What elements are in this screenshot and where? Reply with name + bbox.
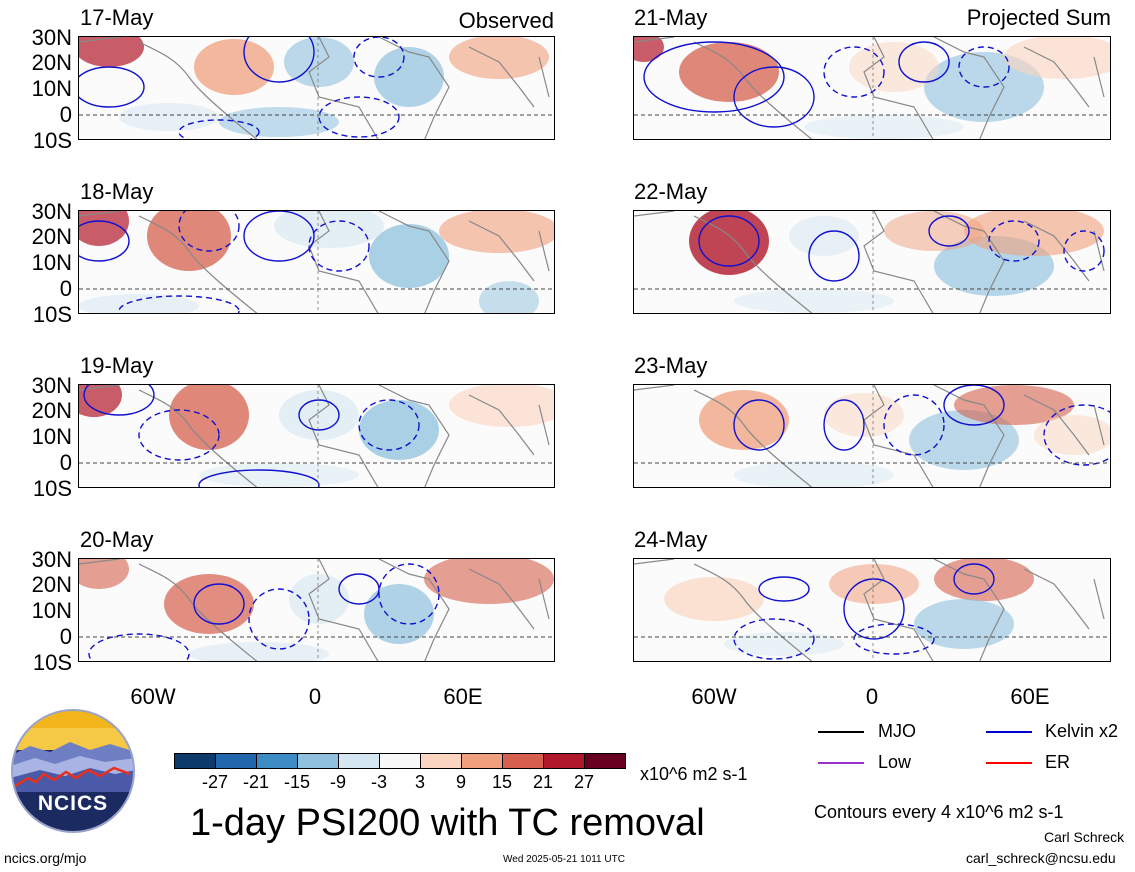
lon-label-60w: 60W xyxy=(130,684,176,709)
colorbar-swatch xyxy=(379,753,421,769)
psi200-map xyxy=(633,36,1111,140)
colorbar-label: 3 xyxy=(414,772,425,792)
lat-label: 0 xyxy=(59,102,72,127)
footer-author: Carl Schreck xyxy=(1044,829,1125,845)
lat-label: 10N xyxy=(31,76,72,101)
contours-note: Contours every 4 x10^6 m2 s-1 xyxy=(814,802,1064,822)
colorbar-label: 21 xyxy=(532,772,554,792)
lat-label: 10S xyxy=(32,476,72,501)
colorbar-swatch xyxy=(502,753,544,769)
main-title: 1-day PSI200 with TC removal xyxy=(190,802,705,844)
colorbar-swatch xyxy=(297,753,339,769)
legend-line-mjo xyxy=(818,731,864,733)
lat-label: 10S xyxy=(32,128,72,153)
legend-line-er xyxy=(986,762,1032,764)
lon-label-0: 0 xyxy=(308,684,322,709)
panel-date: 21-May xyxy=(634,5,708,30)
lat-label: 10N xyxy=(31,424,72,449)
colorbar-label: 9 xyxy=(455,772,466,792)
lon-label-60e: 60E xyxy=(443,684,483,709)
psi200-map xyxy=(78,558,555,662)
lon-label-0-right: 0 xyxy=(865,684,879,709)
colorbar-swatch xyxy=(543,753,585,769)
legend-label-mjo: MJO xyxy=(878,721,916,741)
colorbar-label: -9 xyxy=(329,772,346,792)
colorbar-label: -21 xyxy=(242,772,269,792)
panel-date: 19-May xyxy=(80,353,154,378)
legend-line-low xyxy=(818,762,864,764)
colorbar-swatch xyxy=(338,753,380,769)
legend-label-er: ER xyxy=(1045,752,1071,772)
legend-label-low: Low xyxy=(878,752,912,772)
lat-label: 30N xyxy=(31,547,72,572)
colorbar-label: 27 xyxy=(573,772,595,792)
colorbar-label: -3 xyxy=(370,772,387,792)
psi200-map xyxy=(78,36,555,140)
lat-label: 10N xyxy=(31,250,72,275)
colorbar-swatch xyxy=(215,753,257,769)
lat-label: 20N xyxy=(31,572,72,597)
psi200-map xyxy=(78,384,555,488)
lat-label: 30N xyxy=(31,373,72,398)
colorbar-label: 15 xyxy=(491,772,513,792)
panel-date: 17-May xyxy=(80,5,154,30)
colorbar-swatch xyxy=(256,753,298,769)
colorbar-swatch xyxy=(584,753,626,769)
psi200-map xyxy=(633,210,1111,314)
colorbar-label: -27 xyxy=(201,772,228,792)
psi200-map xyxy=(78,210,555,314)
footer-timestamp: Wed 2025-05-21 1011 UTC xyxy=(503,854,625,865)
panel-tag-observed: Observed xyxy=(458,8,554,33)
lat-label: 20N xyxy=(31,50,72,75)
lat-label: 30N xyxy=(31,199,72,224)
lat-label: 10S xyxy=(32,650,72,675)
lat-label: 0 xyxy=(59,276,72,301)
colorbar-units: x10^6 m2 s-1 xyxy=(640,764,748,784)
colorbar-label: -15 xyxy=(283,772,310,792)
panel-date: 20-May xyxy=(80,527,154,552)
panel-date: 18-May xyxy=(80,179,154,204)
logo-text: NCICS xyxy=(37,792,109,815)
lon-label-60e-right: 60E xyxy=(1010,684,1050,709)
panel-date: 24-May xyxy=(634,527,708,552)
lat-label: 30N xyxy=(31,25,72,50)
lat-label: 10N xyxy=(31,598,72,623)
legend-label-kelvin: Kelvin x2 xyxy=(1045,721,1119,741)
lat-label: 0 xyxy=(59,450,72,475)
colorbar-swatch xyxy=(174,753,216,769)
psi200-map xyxy=(633,558,1111,662)
panel-date: 22-May xyxy=(634,179,708,204)
legend-line-kelvin xyxy=(986,731,1032,733)
lon-label-60w-right: 60W xyxy=(691,684,737,709)
colorbar-swatch xyxy=(461,753,503,769)
lat-label: 20N xyxy=(31,398,72,423)
lat-label: 0 xyxy=(59,624,72,649)
lat-label: 10S xyxy=(32,302,72,327)
footer-email[interactable]: carl_schreck@ncsu.edu xyxy=(966,850,1116,866)
footer-url[interactable]: ncics.org/mjo xyxy=(4,850,87,866)
panel-date: 23-May xyxy=(634,353,708,378)
ncics-logo: NCICS xyxy=(10,708,136,834)
panel-tag-projected: Projected Sum xyxy=(966,5,1111,30)
colorbar-swatch xyxy=(420,753,462,769)
lat-label: 20N xyxy=(31,224,72,249)
psi200-map xyxy=(633,384,1111,488)
